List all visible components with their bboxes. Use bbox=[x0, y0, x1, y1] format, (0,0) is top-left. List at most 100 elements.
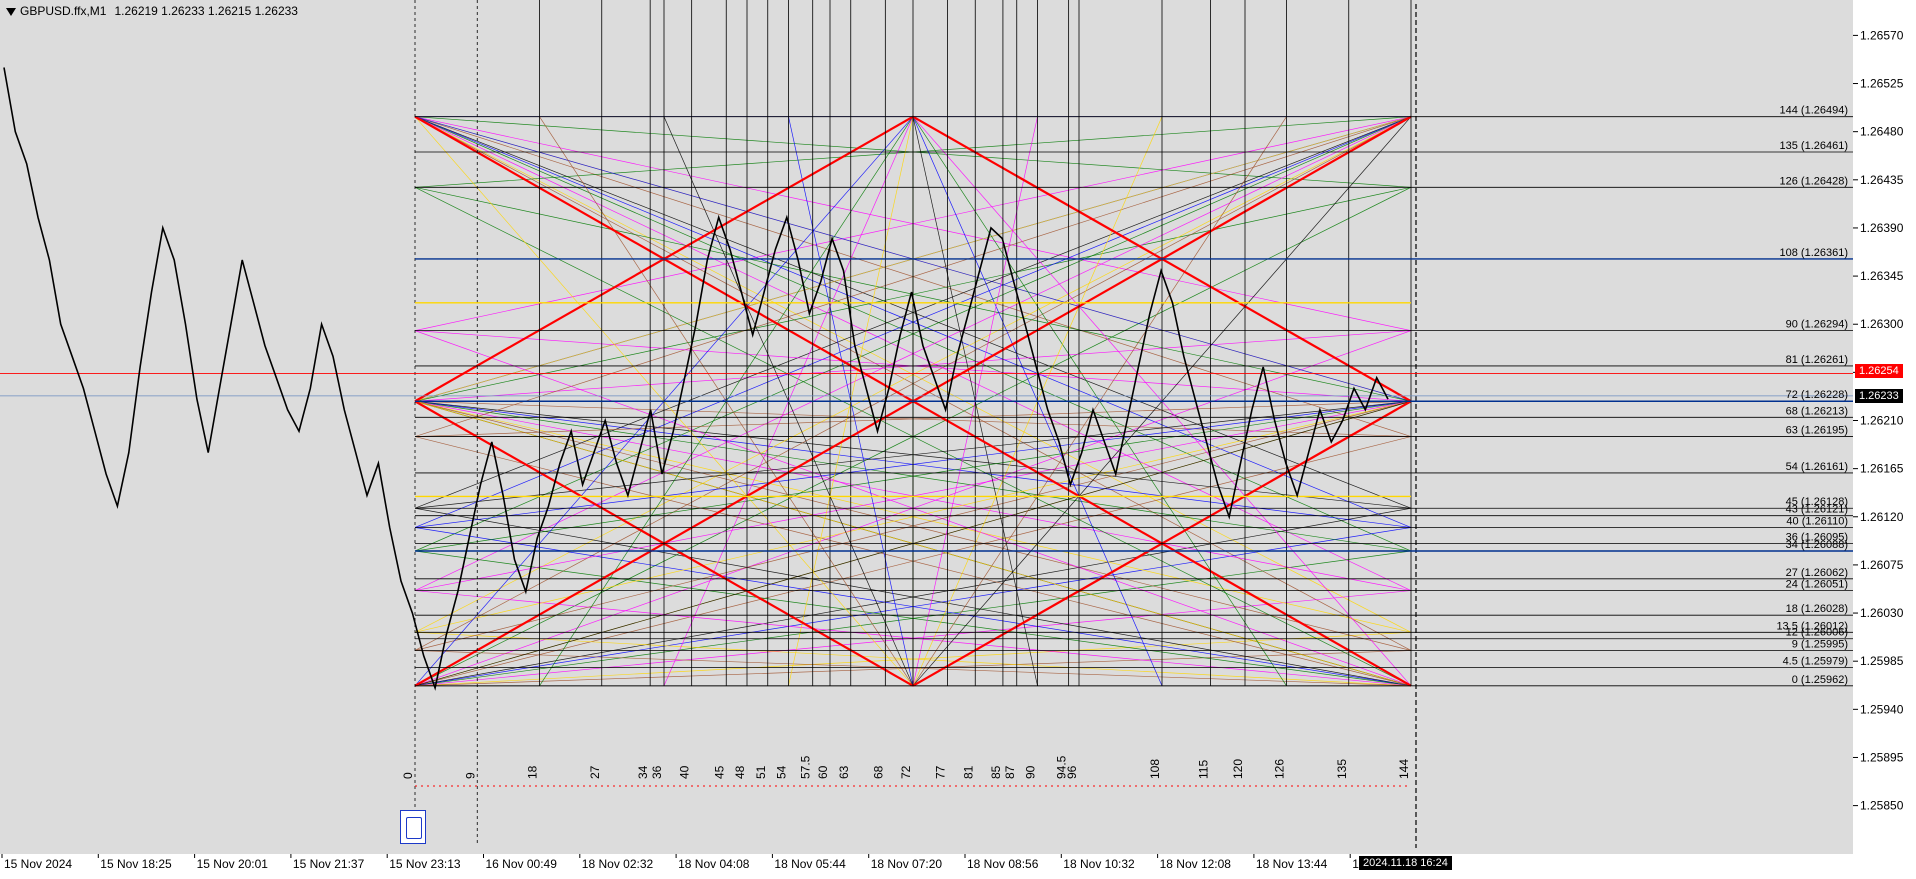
time-tick-label: 18 Nov 02:32 bbox=[582, 857, 654, 871]
time-level-label: 68 bbox=[871, 765, 885, 779]
gann-level-label: 144 (1.26494) bbox=[1780, 105, 1849, 117]
plot-background bbox=[0, 0, 1853, 854]
gann-level-label: 4.5 (1.25979) bbox=[1783, 656, 1848, 668]
time-level-label: 87 bbox=[1003, 765, 1017, 779]
time-tick-label: 18 Nov 07:20 bbox=[871, 857, 943, 871]
gann-level-label: 72 (1.26228) bbox=[1786, 389, 1848, 401]
time-tick-label: 15 Nov 21:37 bbox=[293, 857, 365, 871]
time-level-label: 96 bbox=[1065, 765, 1079, 779]
price-tick-label: 1.25985 bbox=[1860, 654, 1904, 668]
time-level-label: 126 bbox=[1273, 759, 1287, 779]
gann-level-label: 126 (1.26428) bbox=[1780, 175, 1849, 187]
price-tick-label: 1.25940 bbox=[1860, 702, 1904, 716]
gann-level-label: 0 (1.25962) bbox=[1792, 674, 1848, 686]
symbol-header: GBPUSD.ffx,M1 1.26219 1.26233 1.26215 1.2… bbox=[6, 4, 298, 18]
time-level-label: 27 bbox=[588, 765, 602, 779]
gann-level-label: 81 (1.26261) bbox=[1786, 354, 1848, 366]
time-level-label: 48 bbox=[733, 765, 747, 779]
red-line-price-tag: 1.26254 bbox=[1855, 364, 1903, 378]
time-level-label: 120 bbox=[1231, 759, 1245, 779]
time-level-label: 85 bbox=[989, 765, 1003, 779]
gann-level-label: 108 (1.26361) bbox=[1780, 247, 1849, 259]
price-tick-label: 1.26210 bbox=[1860, 414, 1904, 428]
time-level-label: 45 bbox=[712, 765, 726, 779]
collapse-triangle-icon[interactable] bbox=[6, 7, 16, 16]
ohlc-values: 1.26219 1.26233 1.26215 1.26233 bbox=[114, 4, 298, 18]
time-level-label: 57.5 bbox=[799, 755, 813, 779]
time-tick-label: 15 Nov 23:13 bbox=[389, 857, 461, 871]
time-level-label: 77 bbox=[934, 765, 948, 779]
time-level-label: 94.5 bbox=[1055, 755, 1069, 779]
price-tick-label: 1.26480 bbox=[1860, 125, 1904, 139]
price-tick-label: 1.26165 bbox=[1860, 462, 1904, 476]
cursor-time-tag: 2024.11.18 16:24 bbox=[1359, 856, 1452, 870]
time-grid-lines bbox=[414, 0, 1417, 848]
time-level-label: 108 bbox=[1148, 759, 1162, 779]
time-tick-label: 18 Nov 13:44 bbox=[1256, 857, 1328, 871]
gann-level-label: 40 (1.26110) bbox=[1786, 515, 1848, 527]
time-tick-label: 15 Nov 2024 bbox=[4, 857, 72, 871]
price-tick-label: 1.25850 bbox=[1860, 799, 1904, 813]
price-axis-background bbox=[1853, 0, 1916, 874]
time-level-label: 54 bbox=[775, 765, 789, 779]
time-level-label: 9 bbox=[463, 772, 477, 779]
time-level-label: 18 bbox=[526, 765, 540, 779]
current-price-tag: 1.26233 bbox=[1855, 389, 1903, 403]
price-tick-label: 1.26030 bbox=[1860, 606, 1904, 620]
symbol-label: GBPUSD.ffx,M1 bbox=[20, 4, 107, 18]
price-series bbox=[3, 67, 1389, 691]
time-level-label: 72 bbox=[899, 765, 913, 779]
time-level-label: 51 bbox=[754, 765, 768, 779]
time-level-label: 144 bbox=[1397, 759, 1411, 779]
gann-level-label: 36 (1.26095) bbox=[1786, 532, 1848, 544]
price-tick-label: 1.25895 bbox=[1860, 750, 1904, 764]
price-tick-label: 1.26300 bbox=[1860, 317, 1904, 331]
time-level-labels: 0 9 18 27 34 36 40 45 48 51 54 57.5 60 63 68 72 77 81 85 87… bbox=[401, 755, 1411, 779]
time-tick-label: 15 Nov 18:25 bbox=[100, 857, 172, 871]
gann-level-label: 45 (1.26128) bbox=[1786, 496, 1848, 508]
gann-level-label: 24 (1.26051) bbox=[1786, 579, 1848, 591]
price-axis-ticks: 1.26570 1.26525 1.26480 1.26435 1.26390 1.263… bbox=[1853, 28, 1904, 813]
time-tick-label: 18 Nov 04:08 bbox=[678, 857, 750, 871]
price-tick-label: 1.26525 bbox=[1860, 77, 1904, 91]
price-tick-label: 1.26120 bbox=[1860, 510, 1904, 524]
gann-level-label: 68 (1.26213) bbox=[1786, 405, 1848, 417]
gann-level-label: 13.5 (1.26012) bbox=[1776, 620, 1848, 632]
gann-level-label: 90 (1.26294) bbox=[1786, 319, 1848, 331]
time-axis-ticks: 15 Nov 2024 15 Nov 18:25 15 Nov 20:01 15 No… bbox=[1, 854, 1366, 871]
price-line bbox=[3, 67, 1389, 691]
gann-level-label: 12 (1.26006) bbox=[1786, 627, 1848, 639]
time-level-label: 63 bbox=[837, 765, 851, 779]
time-level-label: 90 bbox=[1024, 765, 1038, 779]
time-level-label: 34 bbox=[636, 765, 650, 779]
gann-level-label: 9 (1.25995) bbox=[1792, 638, 1848, 650]
gann-level-label: 63 (1.26195) bbox=[1786, 425, 1848, 437]
gann-level-label: 34 (1.26088) bbox=[1786, 539, 1848, 551]
time-level-label: 115 bbox=[1196, 760, 1210, 779]
price-tick-label: 1.26390 bbox=[1860, 221, 1904, 235]
gann-level-label: 18 (1.26028) bbox=[1786, 603, 1848, 615]
gann-level-label: 54 (1.26161) bbox=[1786, 461, 1848, 473]
gann-level-labels: 144 (1.26494) 135 (1.26461) 126 (1.26428) 1… bbox=[1776, 105, 1848, 686]
time-tick-label: 15 Nov 20:01 bbox=[197, 857, 269, 871]
price-tick-label: 1.26570 bbox=[1860, 28, 1904, 42]
time-level-label: 135 bbox=[1335, 759, 1349, 779]
gann-level-label: 135 (1.26461) bbox=[1780, 140, 1849, 152]
time-level-label: 36 bbox=[650, 765, 664, 779]
time-tick-label: 18 Nov 05:44 bbox=[774, 857, 846, 871]
time-tick-label: 18 Nov 10:32 bbox=[1063, 857, 1135, 871]
price-tick-label: 1.26075 bbox=[1860, 558, 1904, 572]
time-level-label: 81 bbox=[961, 765, 975, 779]
time-level-label: 0 bbox=[401, 772, 415, 779]
arrow-up-icon[interactable] bbox=[400, 810, 426, 844]
gann-level-label: 43 (1.26121) bbox=[1786, 504, 1848, 516]
time-tick-label: 18 Nov 12:08 bbox=[1160, 857, 1232, 871]
time-level-label: 60 bbox=[816, 765, 830, 779]
price-tick-label: 1.26345 bbox=[1860, 269, 1904, 283]
time-tick-label: 18 Nov 08:56 bbox=[967, 857, 1039, 871]
time-level-label: 40 bbox=[678, 765, 692, 779]
price-tick-label: 1.26435 bbox=[1860, 173, 1904, 187]
gann-level-label: 27 (1.26062) bbox=[1786, 567, 1848, 579]
